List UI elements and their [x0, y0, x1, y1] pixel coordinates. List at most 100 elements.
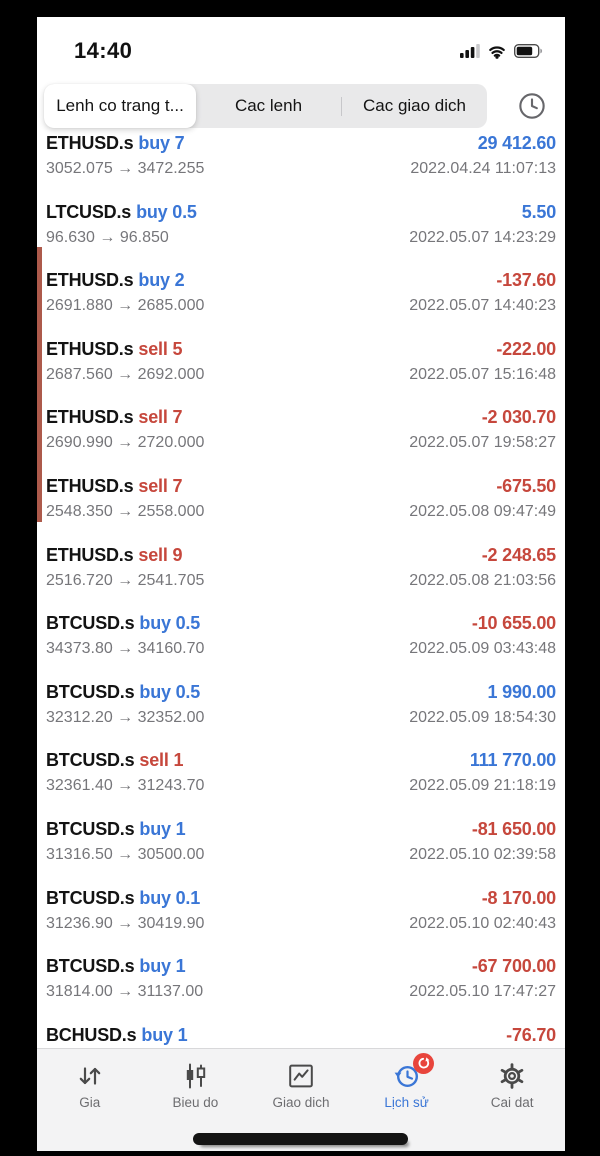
- trade-side-volume: buy 0.5: [139, 613, 201, 634]
- battery-icon: [514, 44, 543, 58]
- trade-prices: 34373.80 → 34160.70: [46, 640, 205, 658]
- trade-row[interactable]: ETHUSD.s sell 7 -2 030.70 2690.990 → 2720.0…: [37, 384, 565, 463]
- trade-prices: 96.630 → 96.850: [46, 228, 169, 246]
- cellular-signal-icon: [460, 44, 480, 58]
- trade-profit: 29 412.60: [477, 133, 556, 153]
- status-bar: 14:40: [74, 38, 543, 64]
- tab-orders[interactable]: Cac lenh: [196, 84, 341, 128]
- trade-profit: 1 990.00: [487, 681, 557, 702]
- trade-profit: -67 700.00: [471, 956, 556, 977]
- trade-symbol: ETHUSD.s: [46, 407, 134, 428]
- trade-profit: -2 030.70: [481, 407, 556, 428]
- trade-symbol: BTCUSD.s: [46, 956, 135, 977]
- trade-row[interactable]: BTCUSD.s buy 0.1 -8 170.00 31236.90 → 30419…: [37, 875, 565, 944]
- trade-profit: -222.00: [496, 338, 556, 359]
- trade-row[interactable]: ETHUSD.s sell 9 -2 248.65 2516.720 → 2541.7…: [37, 532, 565, 601]
- trade-title: BTCUSD.s sell 1: [46, 750, 183, 771]
- trade-title: ETHUSD.s sell 7: [46, 407, 182, 428]
- trade-symbol: ETHUSD.s: [46, 544, 134, 565]
- trade-prices: 32361.40 → 31243.70: [46, 777, 205, 795]
- tab-label: Bieu do: [172, 1095, 219, 1110]
- tab-deals[interactable]: Cac giao dich: [342, 84, 487, 128]
- trade-side-volume: buy 1: [141, 1024, 188, 1045]
- trade-row[interactable]: ETHUSD.s sell 7 -675.50 2548.350 → 2558.000…: [37, 453, 565, 532]
- trade-prices: 2691.880 → 2685.000: [46, 297, 205, 315]
- trade-title: BTCUSD.s buy 0.5: [46, 682, 200, 703]
- tab-settings[interactable]: Cai dat: [459, 1059, 565, 1151]
- trade-side-volume: buy 0.5: [139, 681, 201, 702]
- trade-profit: 5.50: [521, 201, 556, 222]
- trade-title: ETHUSD.s sell 9: [46, 545, 182, 566]
- trade-row[interactable]: BTCUSD.s buy 1 -67 700.00 31814.00 → 31137.…: [37, 943, 565, 1012]
- trade-symbol: ETHUSD.s: [46, 475, 134, 496]
- trade-close-time: 2022.05.09 21:18:19: [409, 777, 556, 795]
- trade-row[interactable]: ETHUSD.s buy 7 29 412.60 3052.075 → 3472.25…: [37, 120, 565, 189]
- tab-history[interactable]: Lịch sử: [354, 1053, 460, 1151]
- trade-title: ETHUSD.s buy 7: [46, 133, 185, 154]
- trade-close-time: 2022.05.07 15:16:48: [409, 365, 556, 383]
- history-clock-icon: [391, 1053, 434, 1092]
- status-icons: [460, 44, 543, 59]
- tab-trade[interactable]: Giao dich: [248, 1059, 354, 1151]
- trade-row[interactable]: BTCUSD.s buy 1 -81 650.00 31316.50 → 30500.…: [37, 806, 565, 875]
- trade-title: ETHUSD.s sell 5: [46, 339, 182, 360]
- trade-title: BTCUSD.s buy 0.5: [46, 613, 200, 634]
- trade-prices: 31814.00 → 31137.00: [46, 983, 204, 1001]
- tab-label: Cai dat: [490, 1095, 534, 1110]
- trade-profit: -137.60: [496, 270, 556, 291]
- settings-gear-icon: [497, 1059, 527, 1092]
- home-indicator[interactable]: [193, 1133, 408, 1145]
- trade-title: ETHUSD.s sell 7: [46, 476, 182, 497]
- trade-side-volume: buy 0.1: [139, 887, 201, 908]
- trade-close-time: 2022.05.07 14:23:29: [409, 228, 556, 246]
- trade-close-time: 2022.05.10 17:47:27: [409, 983, 556, 1001]
- tab-label: Lịch sử: [384, 1095, 429, 1110]
- filter-tabs-row: Lenh co trang t... Cac lenh Cac giao dic…: [44, 84, 547, 128]
- trade-side-volume: buy 1: [139, 956, 186, 977]
- trade-symbol: ETHUSD.s: [46, 338, 134, 359]
- trade-title: BTCUSD.s buy 1: [46, 956, 186, 977]
- trade-prices: 2548.350 → 2558.000: [46, 502, 205, 520]
- trade-close-time: 2022.05.08 09:47:49: [409, 502, 556, 520]
- trade-row[interactable]: BCHUSD.s buy 1 -76.70: [37, 1012, 565, 1048]
- tab-positions-selected[interactable]: Lenh co trang t...: [44, 84, 196, 128]
- trade-profit: -10 655.00: [471, 613, 556, 634]
- filter-segmented-control: Lenh co trang t... Cac lenh Cac giao dic…: [44, 84, 487, 128]
- trade-row[interactable]: BTCUSD.s sell 1 111 770.00 32361.40 → 31243…: [37, 737, 565, 806]
- trade-close-time: 2022.05.10 02:39:58: [409, 845, 556, 863]
- trade-title: ETHUSD.s buy 2: [46, 270, 185, 291]
- trade-prices: 32312.20 → 32352.00: [46, 708, 205, 726]
- refresh-badge: [412, 1053, 434, 1074]
- trade-prices: 2690.990 → 2720.000: [46, 434, 205, 452]
- trade-side-volume: sell 9: [138, 544, 183, 565]
- trade-row[interactable]: BTCUSD.s buy 0.5 -10 655.00 34373.80 → 3416…: [37, 600, 565, 669]
- trade-row[interactable]: ETHUSD.s buy 2 -137.60 2691.880 → 2685.000 2…: [37, 247, 565, 326]
- trade-side-volume: buy 7: [138, 133, 185, 153]
- trade-symbol: BTCUSD.s: [46, 887, 135, 908]
- trade-symbol: BTCUSD.s: [46, 681, 135, 702]
- tab-charts[interactable]: Bieu do: [143, 1059, 249, 1151]
- trade-profit: 111 770.00: [469, 750, 556, 771]
- time-filter-button[interactable]: [517, 91, 547, 121]
- trade-side-volume: sell 7: [138, 475, 183, 496]
- price-arrows-icon: [75, 1059, 105, 1092]
- trade-close-time: 2022.05.09 03:43:48: [409, 640, 556, 658]
- trade-prices: 31236.90 → 30419.90: [46, 914, 205, 932]
- trade-chart-icon: [286, 1059, 316, 1092]
- trade-close-time: 2022.05.08 21:03:56: [409, 571, 556, 589]
- tab-quotes[interactable]: Gia: [37, 1059, 143, 1151]
- trade-title: BTCUSD.s buy 0.1: [46, 888, 200, 909]
- candlestick-chart-icon: [180, 1059, 210, 1092]
- trade-close-time: 2022.05.10 02:40:43: [409, 914, 556, 932]
- trade-row[interactable]: LTCUSD.s buy 0.5 5.50 96.630 → 96.850 2022.0…: [37, 189, 565, 258]
- trade-row[interactable]: BTCUSD.s buy 0.5 1 990.00 32312.20 → 32352.…: [37, 669, 565, 738]
- trade-close-time: 2022.05.07 14:40:23: [409, 297, 556, 315]
- trade-row[interactable]: ETHUSD.s sell 5 -222.00 2687.560 → 2692.000…: [37, 315, 565, 395]
- trade-close-time: 2022.04.24 11:07:13: [410, 160, 556, 177]
- trade-side-volume: buy 1: [139, 818, 186, 839]
- trade-side-volume: buy 2: [138, 270, 185, 291]
- trade-symbol: BTCUSD.s: [46, 613, 135, 634]
- trade-profit: -2 248.65: [481, 544, 556, 565]
- trade-profit: -675.50: [496, 475, 556, 496]
